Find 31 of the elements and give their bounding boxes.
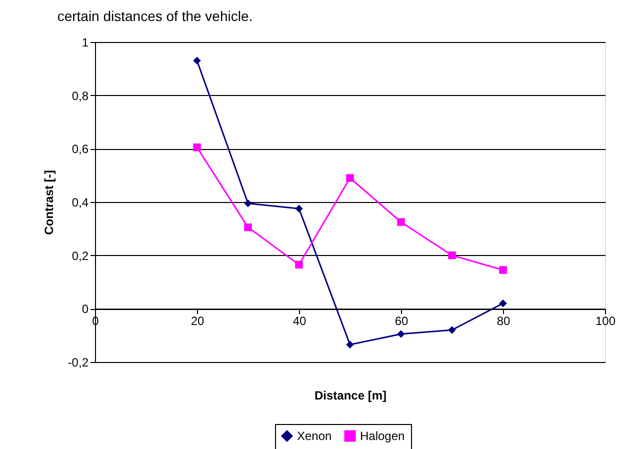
point: [244, 223, 252, 232]
point: [448, 326, 456, 334]
point: [295, 260, 303, 269]
point: [295, 204, 303, 213]
x-tick-label: 80: [496, 314, 510, 328]
point: [346, 340, 354, 349]
y-tick-label: 0,4: [72, 196, 89, 210]
x-tick-label: 100: [595, 314, 616, 328]
point: [193, 56, 201, 65]
x-tick-label: 60: [394, 314, 408, 328]
point: [397, 218, 405, 226]
point: [499, 299, 507, 308]
point: [244, 199, 252, 208]
legend-label: Halogen: [360, 429, 405, 443]
x-tick-label: 20: [190, 314, 204, 328]
y-tick-label: 0: [82, 302, 89, 316]
y-tick-label: 0,6: [72, 142, 89, 156]
point: [397, 330, 405, 338]
y-tick-label: 1: [82, 36, 89, 50]
text: certain distances of the vehicle.: [57, 8, 253, 24]
y-tick-label: 0,8: [72, 88, 89, 103]
point: [448, 251, 456, 260]
x-axis-title: Distance [m]: [314, 388, 387, 402]
y-tick-label: 0,2: [72, 248, 89, 263]
legend-label: Xenon: [297, 429, 332, 443]
point: [193, 143, 201, 152]
point: [346, 174, 354, 182]
x-tick-label: 40: [292, 314, 306, 328]
y-axis-title: Contrast [-]: [42, 170, 56, 235]
point: [499, 266, 507, 274]
y-tick-label: -0,2: [68, 356, 89, 370]
